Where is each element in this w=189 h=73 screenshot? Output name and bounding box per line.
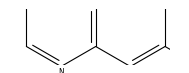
Text: O: O bbox=[188, 55, 189, 64]
Text: N: N bbox=[58, 68, 64, 73]
